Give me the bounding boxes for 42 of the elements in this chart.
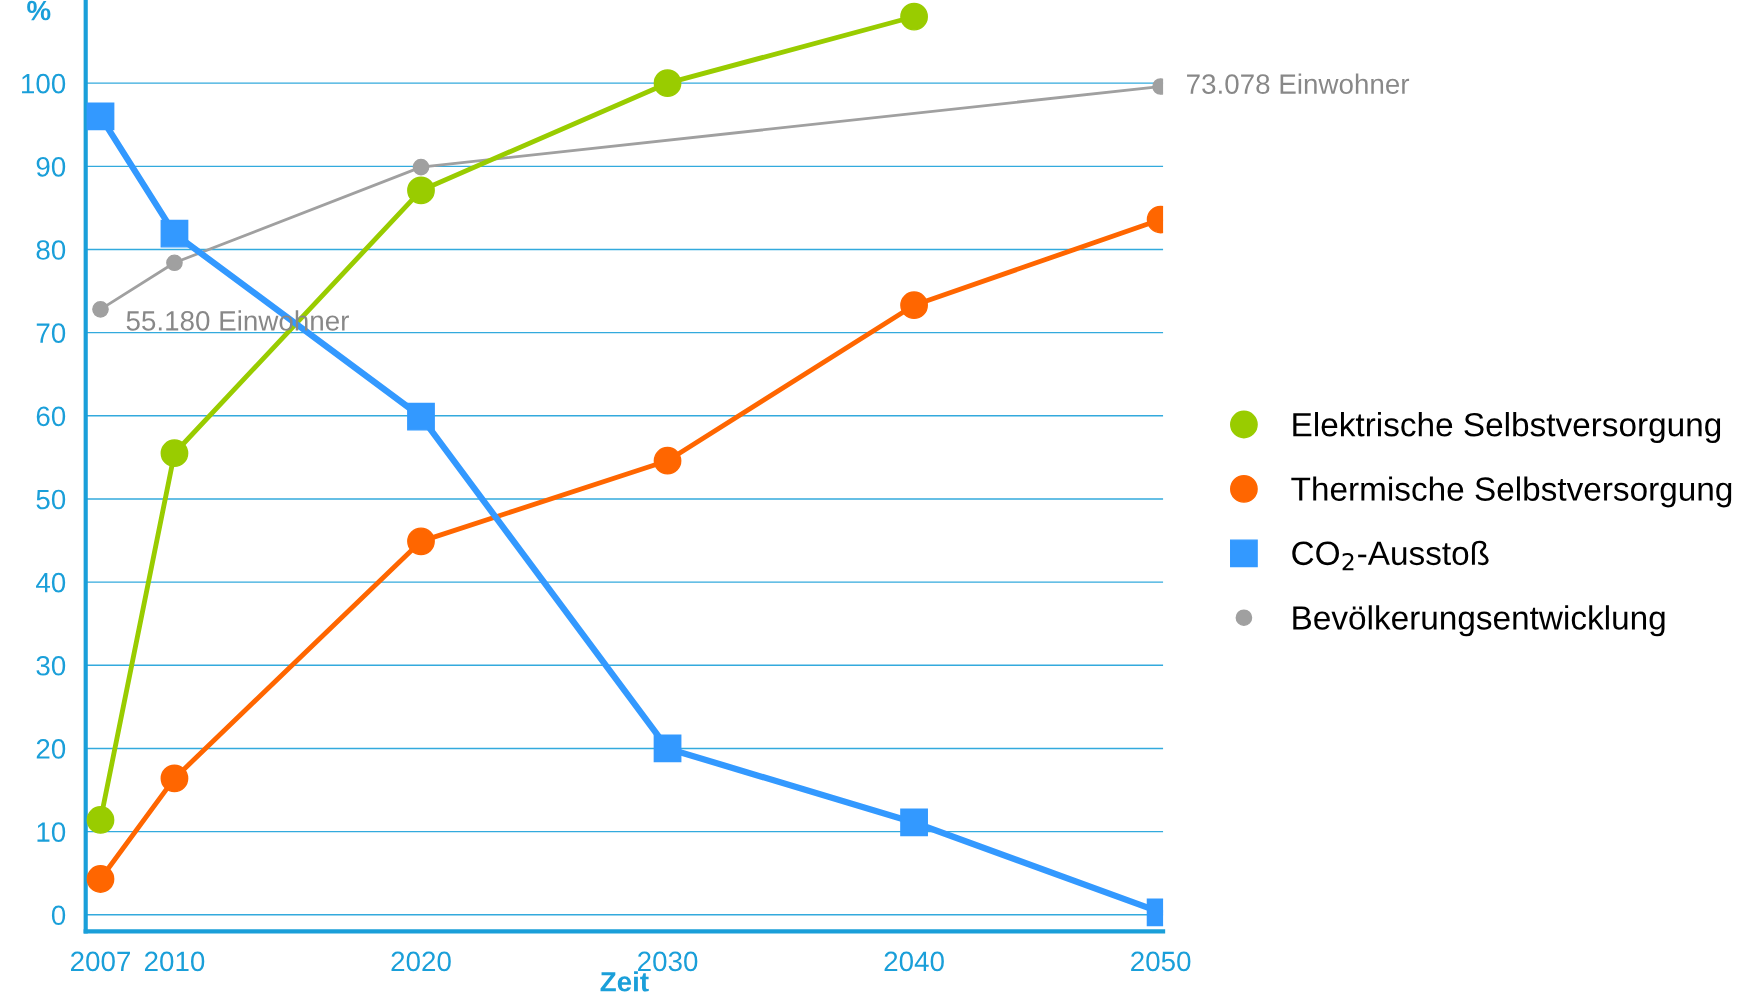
y-tick-label: 30 — [36, 655, 66, 676]
point — [86, 806, 115, 834]
y-tick-label: 80 — [36, 240, 66, 260]
annotation: 73.078 Einwohner — [1187, 73, 1410, 94]
point — [160, 219, 189, 248]
point — [407, 402, 435, 431]
legend-label: Thermische Selbstversorgung — [1291, 476, 1732, 508]
y-axis-title: % — [27, 0, 51, 21]
legend-label: Bevölkerungsentwicklung — [1293, 605, 1665, 637]
y-tick-label: 50 — [36, 489, 66, 510]
legend-label: CO$_{2}$-Ausstoß — [1292, 540, 1489, 571]
y-tick-label: 60 — [36, 406, 66, 427]
x-tick-label: 2030 — [638, 951, 698, 972]
y-tick-label: 0 — [51, 905, 66, 926]
point — [407, 176, 435, 205]
point — [412, 158, 430, 176]
point — [900, 2, 928, 31]
x-tick-label: 2010 — [144, 951, 205, 972]
point — [653, 69, 682, 98]
y-tick-label: 70 — [36, 323, 66, 343]
y-tick-label: 100 — [22, 73, 66, 94]
x-tick-label: 2007 — [71, 951, 130, 972]
legend-label: Elektrische Selbstversorgung — [1293, 412, 1721, 444]
point — [653, 446, 682, 475]
x-tick-label: 2040 — [884, 951, 944, 972]
point — [900, 808, 928, 837]
y-tick-label: 40 — [36, 572, 66, 593]
point — [86, 865, 115, 893]
point — [160, 439, 189, 468]
point — [653, 734, 682, 763]
x-tick-label: 2020 — [391, 951, 451, 972]
point — [86, 102, 115, 131]
point — [407, 527, 435, 556]
point — [166, 254, 183, 272]
point — [92, 301, 109, 318]
y-tick-label: 90 — [36, 156, 66, 177]
point — [900, 291, 928, 320]
point — [160, 764, 189, 793]
x-tick-label: 2050 — [1131, 951, 1191, 972]
y-tick-label: 20 — [36, 739, 66, 759]
y-tick-label: 10 — [37, 822, 66, 842]
x-axis-title: Zeit — [600, 971, 649, 992]
